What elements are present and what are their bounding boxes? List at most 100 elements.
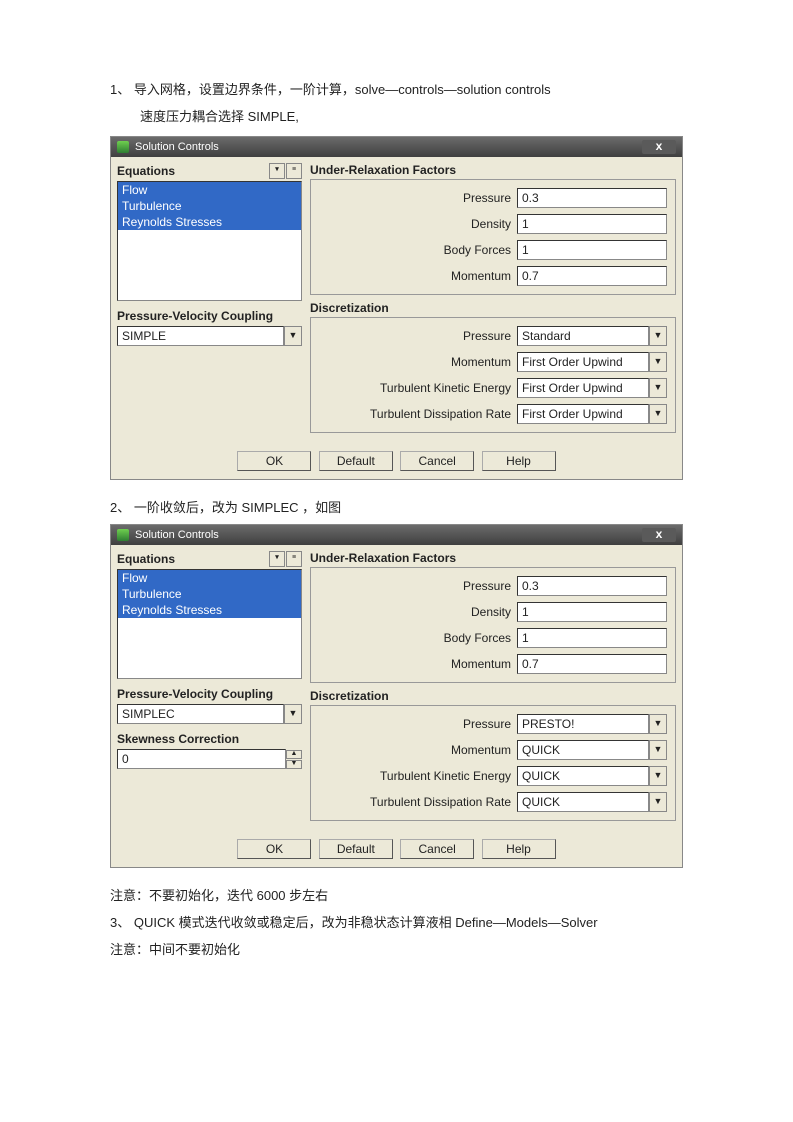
window-title: Solution Controls bbox=[135, 529, 219, 541]
pvc-label: Pressure-Velocity Coupling bbox=[117, 309, 302, 323]
chevron-down-icon[interactable]: ▼ bbox=[649, 378, 667, 398]
urf-row-label: Body Forces bbox=[319, 631, 517, 645]
chevron-down-icon[interactable]: ▼ bbox=[649, 326, 667, 346]
disc-momentum-combo[interactable]: QUICK bbox=[517, 740, 649, 760]
close-icon[interactable]: x bbox=[642, 140, 676, 154]
body-forces-input[interactable]: 1 bbox=[517, 628, 667, 648]
pvc-value[interactable]: SIMPLE bbox=[117, 326, 284, 346]
ok-button[interactable]: OK bbox=[237, 451, 311, 471]
list-item[interactable]: Turbulence bbox=[118, 586, 301, 602]
chevron-down-icon[interactable]: ▼ bbox=[649, 740, 667, 760]
pvc-combo[interactable]: SIMPLE ▼ bbox=[117, 326, 302, 346]
equations-expand-button[interactable]: ▾ bbox=[269, 551, 285, 567]
urf-row-label: Body Forces bbox=[319, 243, 517, 257]
disc-label: Discretization bbox=[310, 689, 389, 703]
disc-pressure-combo[interactable]: Standard bbox=[517, 326, 649, 346]
disc-pressure-combo[interactable]: PRESTO! bbox=[517, 714, 649, 734]
chevron-down-icon[interactable]: ▼ bbox=[284, 326, 302, 346]
urf-fieldset: Pressure0.3 Density1 Body Forces1 Moment… bbox=[310, 179, 676, 295]
urf-row-label: Momentum bbox=[319, 269, 517, 283]
chevron-down-icon[interactable]: ▼ bbox=[649, 352, 667, 372]
disc-row-label: Momentum bbox=[319, 743, 517, 757]
disc-tke-combo[interactable]: QUICK bbox=[517, 766, 649, 786]
equations-listbox[interactable]: Flow Turbulence Reynolds Stresses bbox=[117, 569, 302, 679]
chevron-down-icon[interactable]: ▼ bbox=[649, 766, 667, 786]
equations-expand-button[interactable]: ▾ bbox=[269, 163, 285, 179]
step-1-line-2: 速度压力耦合选择 SIMPLE, bbox=[110, 107, 683, 128]
pvc-value[interactable]: SIMPLEC bbox=[117, 704, 284, 724]
disc-momentum-combo[interactable]: First Order Upwind bbox=[517, 352, 649, 372]
list-item[interactable]: Flow bbox=[118, 570, 301, 586]
list-item[interactable]: Reynolds Stresses bbox=[118, 602, 301, 618]
disc-tdr-combo[interactable]: QUICK bbox=[517, 792, 649, 812]
equations-label: Equations bbox=[117, 552, 175, 566]
close-icon[interactable]: x bbox=[642, 528, 676, 542]
equations-label: Equations bbox=[117, 164, 175, 178]
help-button[interactable]: Help bbox=[482, 839, 556, 859]
chevron-down-icon[interactable]: ▼ bbox=[649, 792, 667, 812]
default-button[interactable]: Default bbox=[319, 839, 393, 859]
app-icon bbox=[117, 141, 129, 153]
skewness-input[interactable]: 0 bbox=[117, 749, 286, 769]
equations-collapse-button[interactable]: ≡ bbox=[286, 163, 302, 179]
disc-row-label: Pressure bbox=[319, 717, 517, 731]
disc-row-label: Turbulent Dissipation Rate bbox=[319, 795, 517, 809]
urf-row-label: Pressure bbox=[319, 191, 517, 205]
momentum-input[interactable]: 0.7 bbox=[517, 654, 667, 674]
chevron-down-icon[interactable]: ▼ bbox=[284, 704, 302, 724]
list-item[interactable]: Reynolds Stresses bbox=[118, 214, 301, 230]
chevron-down-icon[interactable]: ▼ bbox=[649, 714, 667, 734]
urf-row-label: Density bbox=[319, 217, 517, 231]
disc-row-label: Turbulent Dissipation Rate bbox=[319, 407, 517, 421]
app-icon bbox=[117, 529, 129, 541]
spinner-down-icon[interactable]: ▼ bbox=[286, 760, 302, 769]
disc-row-label: Turbulent Kinetic Energy bbox=[319, 381, 517, 395]
equations-collapse-button[interactable]: ≡ bbox=[286, 551, 302, 567]
step-1-line-1: 1、 导入网格，设置边界条件，一阶计算，solve—controls—solut… bbox=[110, 80, 683, 101]
cancel-button[interactable]: Cancel bbox=[400, 451, 474, 471]
solution-controls-dialog-2: Solution Controls x Equations ▾ ≡ Flow T… bbox=[110, 524, 683, 868]
urf-fieldset: Pressure0.3 Density1 Body Forces1 Moment… bbox=[310, 567, 676, 683]
note-2: 注意：中间不要初始化 bbox=[110, 940, 683, 961]
pvc-label: Pressure-Velocity Coupling bbox=[117, 687, 302, 701]
chevron-down-icon[interactable]: ▼ bbox=[649, 404, 667, 424]
window-title: Solution Controls bbox=[135, 141, 219, 153]
disc-row-label: Pressure bbox=[319, 329, 517, 343]
pvc-combo[interactable]: SIMPLEC ▼ bbox=[117, 704, 302, 724]
urf-row-label: Momentum bbox=[319, 657, 517, 671]
pressure-input[interactable]: 0.3 bbox=[517, 188, 667, 208]
disc-label: Discretization bbox=[310, 301, 389, 315]
list-item[interactable]: Flow bbox=[118, 182, 301, 198]
solution-controls-dialog-1: Solution Controls x Equations ▾ ≡ Flow T… bbox=[110, 136, 683, 480]
help-button[interactable]: Help bbox=[482, 451, 556, 471]
button-bar: OK Default Cancel Help bbox=[111, 833, 682, 867]
step-3-line: 3、 QUICK 模式迭代收敛或稳定后，改为非稳状态计算液相 Define—Mo… bbox=[110, 913, 683, 934]
momentum-input[interactable]: 0.7 bbox=[517, 266, 667, 286]
body-forces-input[interactable]: 1 bbox=[517, 240, 667, 260]
disc-row-label: Momentum bbox=[319, 355, 517, 369]
density-input[interactable]: 1 bbox=[517, 214, 667, 234]
cancel-button[interactable]: Cancel bbox=[400, 839, 474, 859]
pressure-input[interactable]: 0.3 bbox=[517, 576, 667, 596]
ok-button[interactable]: OK bbox=[237, 839, 311, 859]
urf-label: Under-Relaxation Factors bbox=[310, 163, 456, 177]
list-item[interactable]: Turbulence bbox=[118, 198, 301, 214]
urf-row-label: Density bbox=[319, 605, 517, 619]
step-2-line: 2、 一阶收敛后，改为 SIMPLEC ，如图 bbox=[110, 498, 683, 519]
skew-label: Skewness Correction bbox=[117, 732, 302, 746]
default-button[interactable]: Default bbox=[319, 451, 393, 471]
disc-fieldset: PressureStandard▼ MomentumFirst Order Up… bbox=[310, 317, 676, 433]
disc-tke-combo[interactable]: First Order Upwind bbox=[517, 378, 649, 398]
density-input[interactable]: 1 bbox=[517, 602, 667, 622]
note-1: 注意：不要初始化，迭代 6000 步左右 bbox=[110, 886, 683, 907]
disc-tdr-combo[interactable]: First Order Upwind bbox=[517, 404, 649, 424]
titlebar: Solution Controls x bbox=[111, 137, 682, 157]
equations-listbox[interactable]: Flow Turbulence Reynolds Stresses bbox=[117, 181, 302, 301]
titlebar: Solution Controls x bbox=[111, 525, 682, 545]
disc-row-label: Turbulent Kinetic Energy bbox=[319, 769, 517, 783]
disc-fieldset: PressurePRESTO!▼ MomentumQUICK▼ Turbulen… bbox=[310, 705, 676, 821]
spinner-up-icon[interactable]: ▲ bbox=[286, 750, 302, 759]
button-bar: OK Default Cancel Help bbox=[111, 445, 682, 479]
urf-row-label: Pressure bbox=[319, 579, 517, 593]
urf-label: Under-Relaxation Factors bbox=[310, 551, 456, 565]
